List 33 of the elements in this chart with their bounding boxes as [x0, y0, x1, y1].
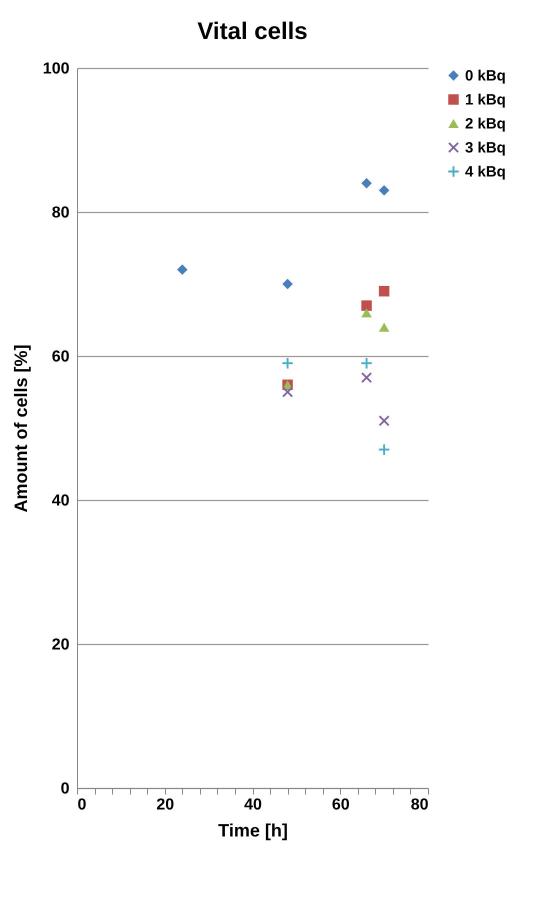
point — [282, 358, 293, 368]
legend-label: 2 kBq — [465, 116, 506, 132]
legend-label: 3 kBq — [465, 140, 506, 156]
point — [177, 264, 188, 275]
x-axis-title: Time [h] — [218, 820, 288, 840]
y-tick-label: 40 — [52, 492, 70, 510]
chart-title: Vital cells — [197, 18, 308, 45]
point — [361, 358, 372, 368]
x-tick-label: 0 — [78, 796, 86, 814]
y-tick-label: 80 — [52, 204, 70, 222]
point — [361, 178, 372, 188]
y-tick-label: 100 — [42, 60, 70, 78]
point — [361, 300, 372, 311]
legend-label: 1 kBq — [465, 92, 506, 108]
point — [378, 444, 390, 455]
y-tick-label: 20 — [52, 636, 70, 654]
point — [282, 386, 293, 398]
point — [282, 278, 293, 290]
point — [378, 185, 390, 196]
point — [361, 308, 372, 318]
x-tick-label: 20 — [156, 796, 174, 814]
point — [361, 372, 372, 383]
legend-label: 0 kBq — [465, 68, 506, 84]
x-tick-label: 60 — [332, 796, 350, 814]
y-tick-label: 0 — [60, 780, 70, 798]
y-axis-title: Amount of cells [%] — [10, 344, 31, 513]
point — [378, 322, 390, 332]
legend-label: 4 kBq — [465, 164, 506, 180]
y-tick-label: 60 — [52, 348, 70, 366]
x-tick-label: 40 — [244, 796, 262, 814]
point — [378, 286, 390, 296]
x-tick-label: 80 — [410, 796, 429, 814]
point — [378, 416, 390, 426]
